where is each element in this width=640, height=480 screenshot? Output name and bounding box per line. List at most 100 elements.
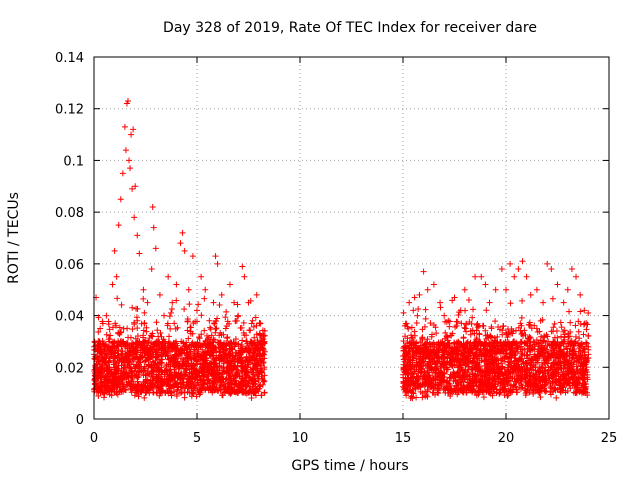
data-point <box>201 327 208 334</box>
data-point <box>181 394 188 401</box>
data-point <box>194 307 200 314</box>
data-point <box>483 307 490 314</box>
data-point <box>585 332 592 339</box>
data-point <box>220 360 227 367</box>
data-point <box>492 286 499 293</box>
data-point <box>104 364 111 371</box>
data-point <box>437 299 444 306</box>
data-point <box>211 357 218 364</box>
data-point <box>238 341 245 348</box>
data-point <box>252 356 259 363</box>
data-point <box>200 360 207 367</box>
data-point <box>102 373 109 380</box>
data-point <box>208 332 215 339</box>
data-point <box>141 394 148 401</box>
data-point <box>94 345 101 352</box>
data-point <box>192 371 199 378</box>
data-point <box>214 364 221 371</box>
data-point <box>240 377 247 384</box>
data-point <box>504 334 511 341</box>
data-point <box>204 373 211 380</box>
data-point <box>111 247 118 254</box>
data-point <box>549 295 556 302</box>
data-point <box>209 339 216 346</box>
data-point <box>177 377 184 384</box>
data-point <box>187 381 194 388</box>
data-point <box>233 369 240 376</box>
data-point <box>185 286 192 293</box>
data-point <box>110 373 117 380</box>
data-point <box>258 392 265 399</box>
data-point <box>113 388 120 395</box>
data-point <box>181 347 188 354</box>
data-point <box>173 393 180 400</box>
data-point <box>154 377 161 384</box>
data-point <box>132 354 139 361</box>
data-point <box>233 317 240 324</box>
data-point <box>208 347 215 354</box>
data-point <box>258 344 265 351</box>
data-point <box>184 355 191 362</box>
data-point <box>527 291 534 298</box>
data-point <box>149 203 156 210</box>
data-point <box>115 329 122 336</box>
data-point <box>124 382 131 389</box>
data-point <box>232 340 239 347</box>
data-point <box>135 391 142 398</box>
data-point <box>117 196 124 203</box>
data-point <box>580 331 587 338</box>
data-point <box>254 365 261 372</box>
data-point <box>138 354 145 361</box>
data-point <box>243 364 250 371</box>
data-point <box>260 360 267 367</box>
data-point <box>108 392 115 399</box>
data-point <box>184 327 191 334</box>
data-point <box>469 314 476 321</box>
data-point <box>561 327 568 334</box>
data-point <box>95 393 102 400</box>
data-point <box>205 364 212 371</box>
data-point <box>237 345 244 352</box>
data-point <box>95 314 102 321</box>
data-point <box>240 389 247 396</box>
data-point <box>118 329 125 336</box>
data-point <box>191 376 198 383</box>
data-point <box>209 344 216 351</box>
data-point <box>166 313 173 320</box>
data-point <box>106 336 113 343</box>
data-point <box>523 273 530 280</box>
data-point <box>172 353 179 360</box>
data-point <box>253 345 260 352</box>
data-point <box>91 372 98 379</box>
data-point <box>179 375 186 382</box>
data-point <box>140 383 147 390</box>
data-point <box>117 387 124 394</box>
data-point <box>259 375 266 382</box>
data-point <box>182 365 189 372</box>
data-point <box>190 362 197 369</box>
data-point <box>147 377 154 384</box>
data-point <box>182 384 189 391</box>
data-point <box>424 336 431 343</box>
data-point <box>133 353 140 360</box>
data-point <box>430 281 437 288</box>
data-point <box>259 353 266 360</box>
data-point <box>470 306 477 313</box>
data-point <box>99 320 106 327</box>
data-point <box>134 342 141 349</box>
data-point <box>192 347 199 354</box>
data-point <box>95 354 102 361</box>
data-point <box>246 389 253 396</box>
data-point <box>472 273 479 280</box>
data-point <box>261 327 268 334</box>
data-point <box>203 342 210 349</box>
data-point <box>577 291 584 298</box>
data-point <box>492 318 499 325</box>
data-point <box>247 359 254 366</box>
data-point <box>400 309 407 316</box>
data-point <box>120 325 127 332</box>
data-point <box>122 147 129 154</box>
data-point <box>134 365 141 372</box>
data-point <box>211 378 218 385</box>
data-point <box>566 308 573 315</box>
